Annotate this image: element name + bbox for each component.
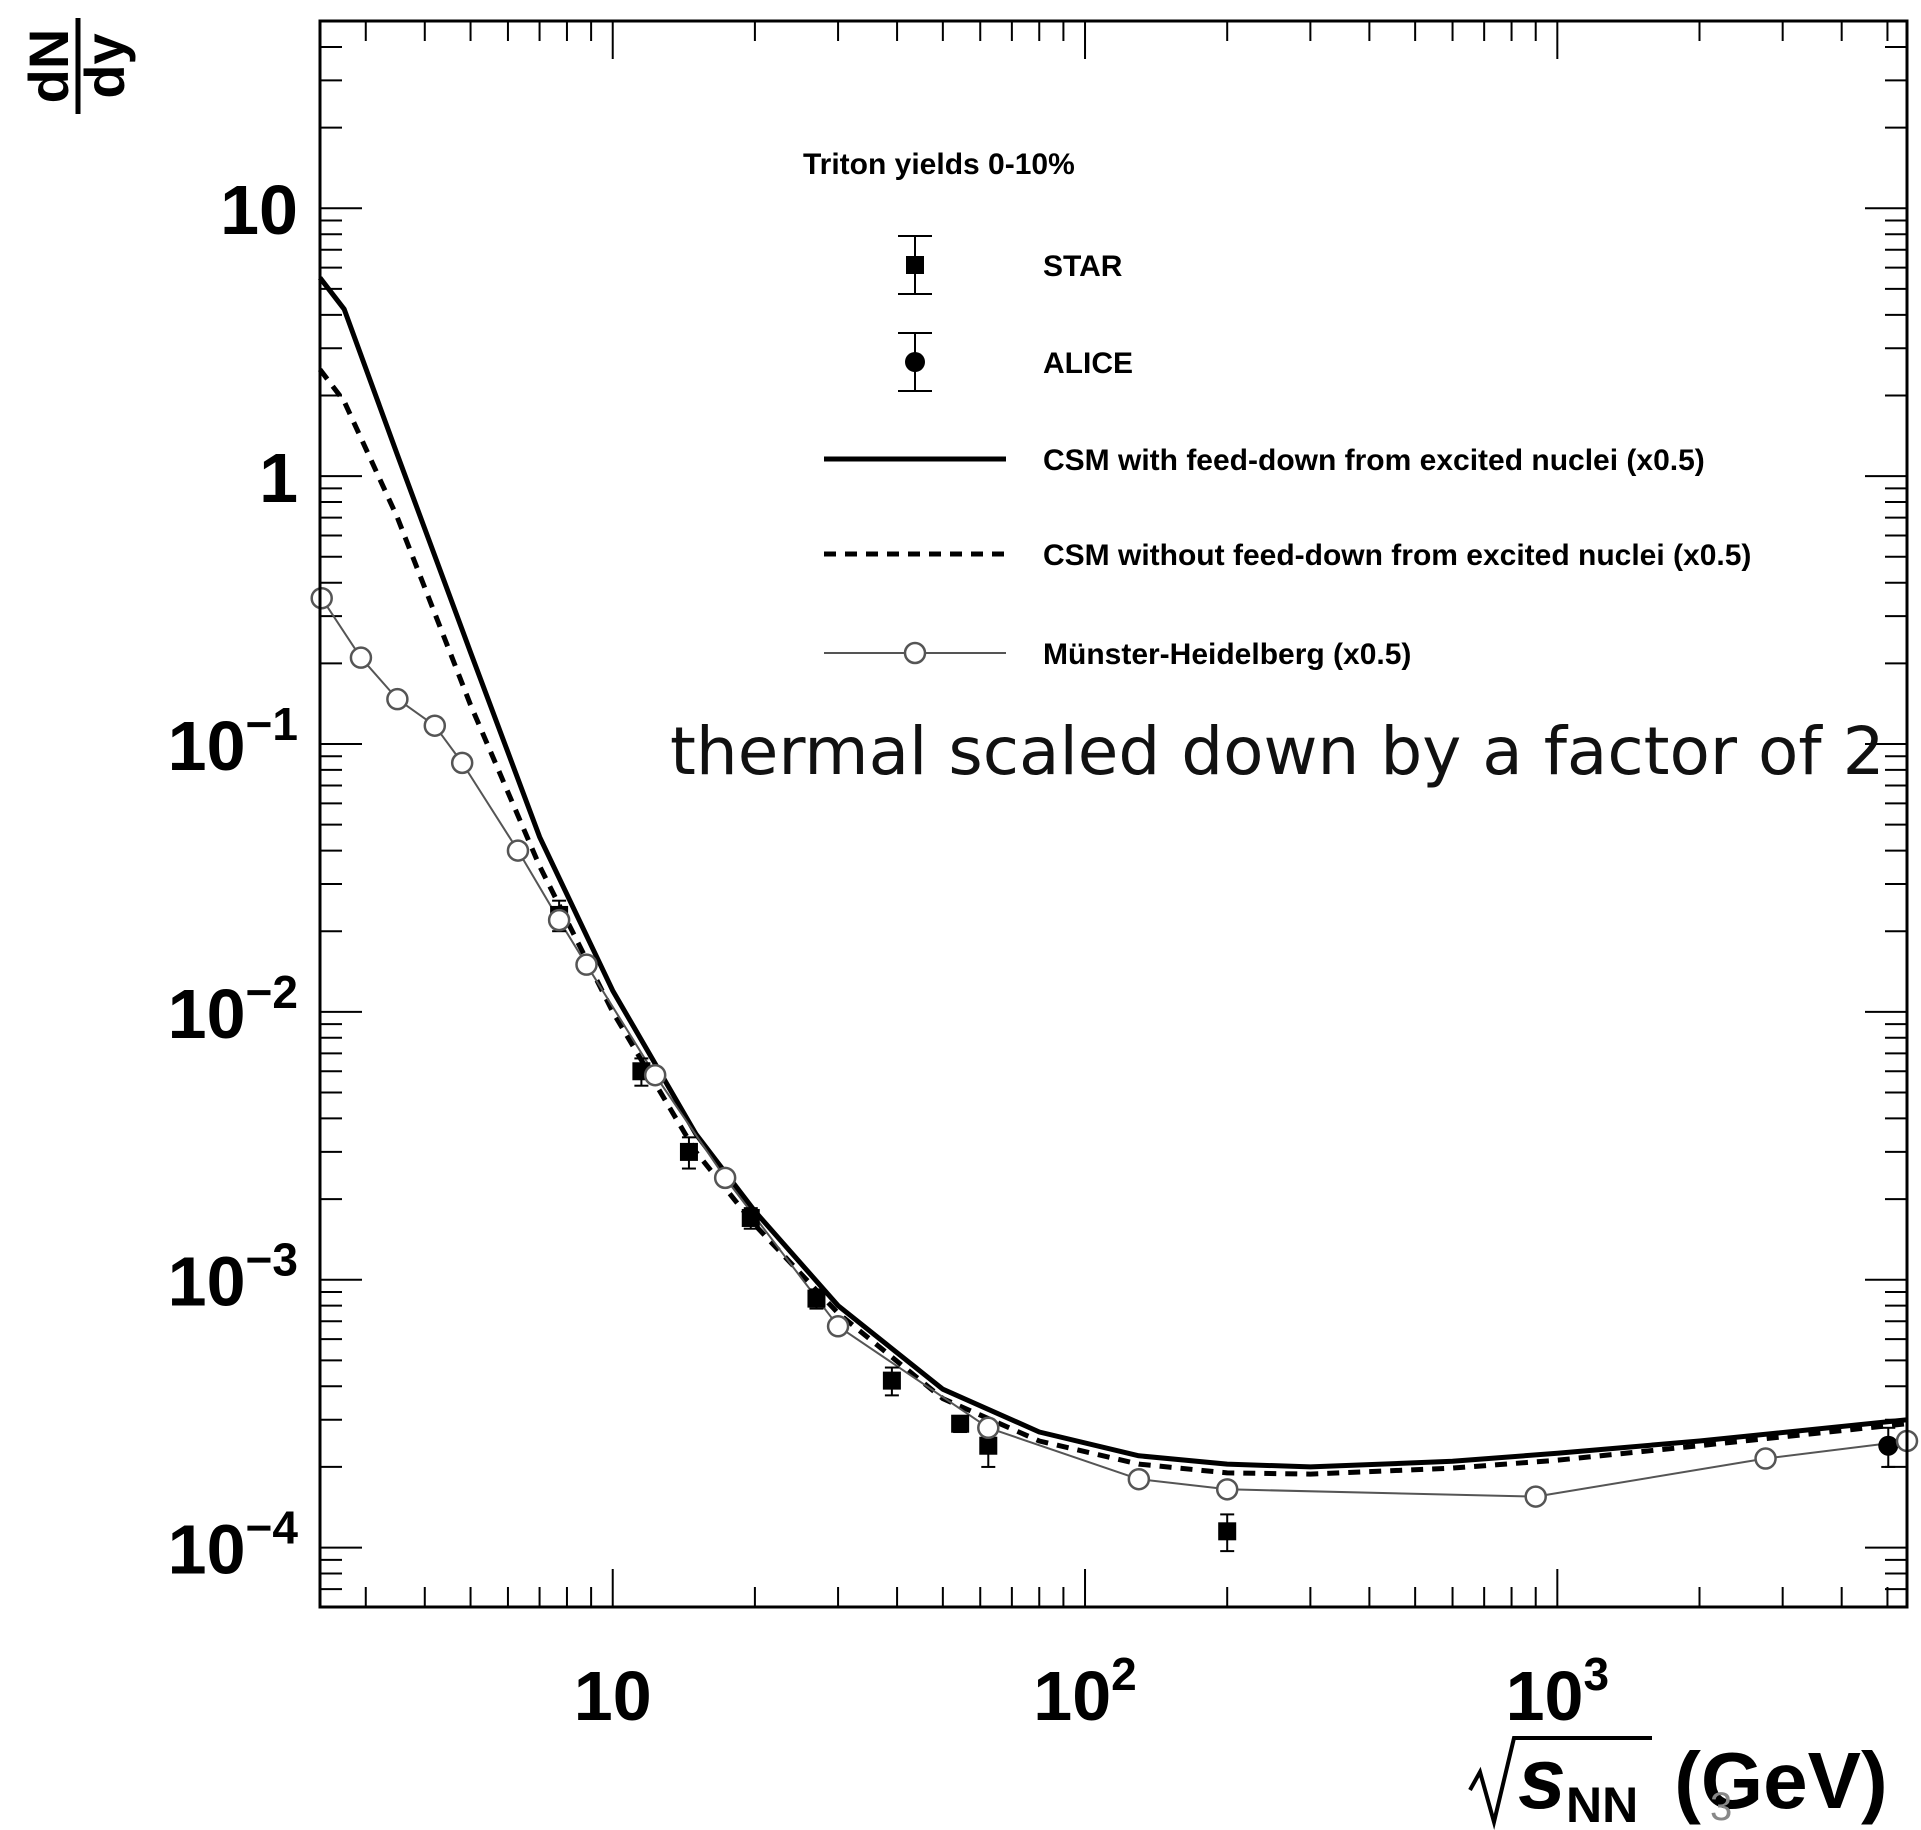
open-circle-point	[450, 751, 474, 775]
legend-label: CSM with feed-down from excited nuclei (…	[1043, 444, 1705, 477]
square-point	[679, 1142, 698, 1161]
square-point	[951, 1414, 970, 1433]
x-tick-label: 10	[574, 1657, 652, 1735]
legend-label: CSM without feed-down from excited nucle…	[1043, 539, 1751, 572]
legend-circle-marker	[905, 352, 925, 372]
open-circle-point	[1127, 1467, 1151, 1491]
open-circle-point	[977, 1416, 1000, 1440]
x-axis-title-subscript: NN	[1566, 1777, 1638, 1830]
tick-labels: 10 102 103 10 1 10−1 10−2 10−3 10−4	[168, 171, 1609, 1735]
annotation-text: thermal scaled down by a factor of 2	[670, 713, 1885, 790]
open-circle-point	[826, 1315, 850, 1338]
y-tick-label: 10−3	[168, 1234, 298, 1321]
y-tick-label: 10−1	[168, 698, 298, 785]
open-circle-point	[1754, 1447, 1777, 1470]
series-line-2	[318, 276, 1908, 1470]
series-markers	[310, 586, 1919, 1553]
y-axis-title-numerator: dN	[17, 29, 80, 104]
y-axis-title: dN dy	[17, 18, 136, 114]
sqrt-sign-icon	[1468, 1736, 1652, 1830]
open-circle-point	[310, 586, 333, 610]
open-circle-point	[506, 839, 530, 862]
legend-label: ALICE	[1043, 347, 1133, 380]
legend-label: STAR	[1043, 250, 1123, 283]
plot-frame	[318, 19, 1909, 1609]
open-circle-point	[643, 1063, 667, 1087]
y-tick-label: 10	[220, 171, 298, 249]
square-point	[807, 1289, 826, 1308]
square-point	[882, 1371, 901, 1390]
y-axis-title-denominator: dy	[73, 33, 136, 98]
x-axis-title-main: s	[1518, 1731, 1566, 1827]
square-point	[979, 1436, 998, 1455]
open-circle-point	[547, 908, 571, 932]
open-circle-point	[386, 687, 409, 711]
square-point	[741, 1208, 760, 1227]
legend-title: Triton yields 0-10%	[803, 148, 1075, 181]
open-circle-point	[713, 1166, 737, 1190]
open-circle-point	[1524, 1485, 1547, 1508]
square-point	[1218, 1522, 1237, 1541]
x-tick-label: 103	[1506, 1648, 1609, 1735]
legend-open-circle-marker	[903, 641, 927, 665]
x-tick-label: 102	[1033, 1648, 1136, 1735]
open-circle-point	[1215, 1478, 1239, 1501]
legend-label: Münster-Heidelberg (x0.5)	[1043, 638, 1411, 671]
legend: Triton yields 0-10% STAR ALICE CSM with fe…	[803, 148, 1751, 671]
open-circle-point	[349, 646, 373, 669]
page-number: 3	[1710, 1785, 1732, 1829]
y-tick-label: 1	[259, 439, 298, 517]
legend-square-marker	[906, 256, 924, 274]
x-axis-title-unit: (GeV)	[1652, 1736, 1888, 1825]
y-tick-label: 10−4	[168, 1502, 299, 1589]
filled-circle-point	[1878, 1435, 1899, 1456]
x-axis-title: s NN (GeV)	[1468, 1731, 1888, 1830]
y-tick-label: 10−2	[168, 966, 298, 1053]
open-circle-point	[575, 953, 598, 976]
open-circle-point	[423, 714, 447, 737]
